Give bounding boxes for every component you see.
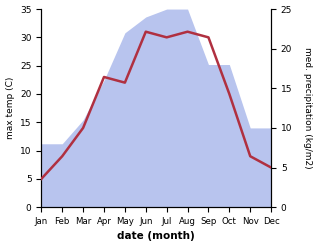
Y-axis label: max temp (C): max temp (C) (5, 77, 15, 139)
Y-axis label: med. precipitation (kg/m2): med. precipitation (kg/m2) (303, 47, 313, 169)
X-axis label: date (month): date (month) (117, 231, 195, 242)
